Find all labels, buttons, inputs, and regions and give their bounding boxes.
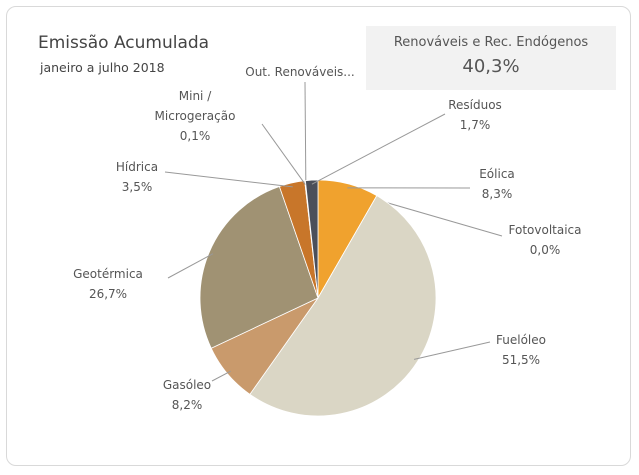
slice-value: 0,1% <box>179 129 211 143</box>
slice-value: 8,2% <box>171 398 203 412</box>
slice-label: Fotovoltaica <box>508 223 582 237</box>
leader-line <box>374 198 503 237</box>
slice-label: Geotérmica <box>73 267 143 281</box>
leader-line <box>167 253 214 279</box>
slice-label: Gasóleo <box>162 378 212 392</box>
slice-label: Fuelóleo <box>496 333 546 347</box>
slice-label: Resíduos <box>448 98 502 112</box>
pie-slice <box>199 185 319 349</box>
slice-value: 3,5% <box>121 180 153 194</box>
slice-label: Mini / Microgeração <box>154 89 236 123</box>
slice-value: 51,5% <box>501 353 541 367</box>
summary-value: 40,3% <box>462 56 520 77</box>
slice-value: 1,7% <box>459 118 491 132</box>
leader-line <box>164 171 293 188</box>
pie-slice <box>249 195 437 417</box>
leader-line <box>261 123 306 185</box>
chart-subtitle: janeiro a julho 2018 <box>40 60 165 75</box>
slice-value: 8,3% <box>481 187 513 201</box>
leader-line <box>413 341 491 360</box>
card <box>6 6 631 466</box>
pie-slice <box>304 179 319 299</box>
summary-label: Renováveis e Rec. Endógenos <box>393 35 589 50</box>
leader-line <box>211 370 231 382</box>
summary-box: Renováveis e Rec. Endógenos 40,3% <box>366 26 616 90</box>
leader-line <box>311 113 446 185</box>
slice-label: Out. Renováveis... <box>245 65 355 79</box>
slice-label: Hídrica <box>115 160 159 174</box>
chart-title: Emissão Acumulada <box>38 33 210 53</box>
leader-line <box>304 81 307 185</box>
slice-value: 26,7% <box>88 287 128 301</box>
slice-label: Eólica <box>479 167 515 181</box>
slice-value: 0,0% <box>529 243 561 257</box>
